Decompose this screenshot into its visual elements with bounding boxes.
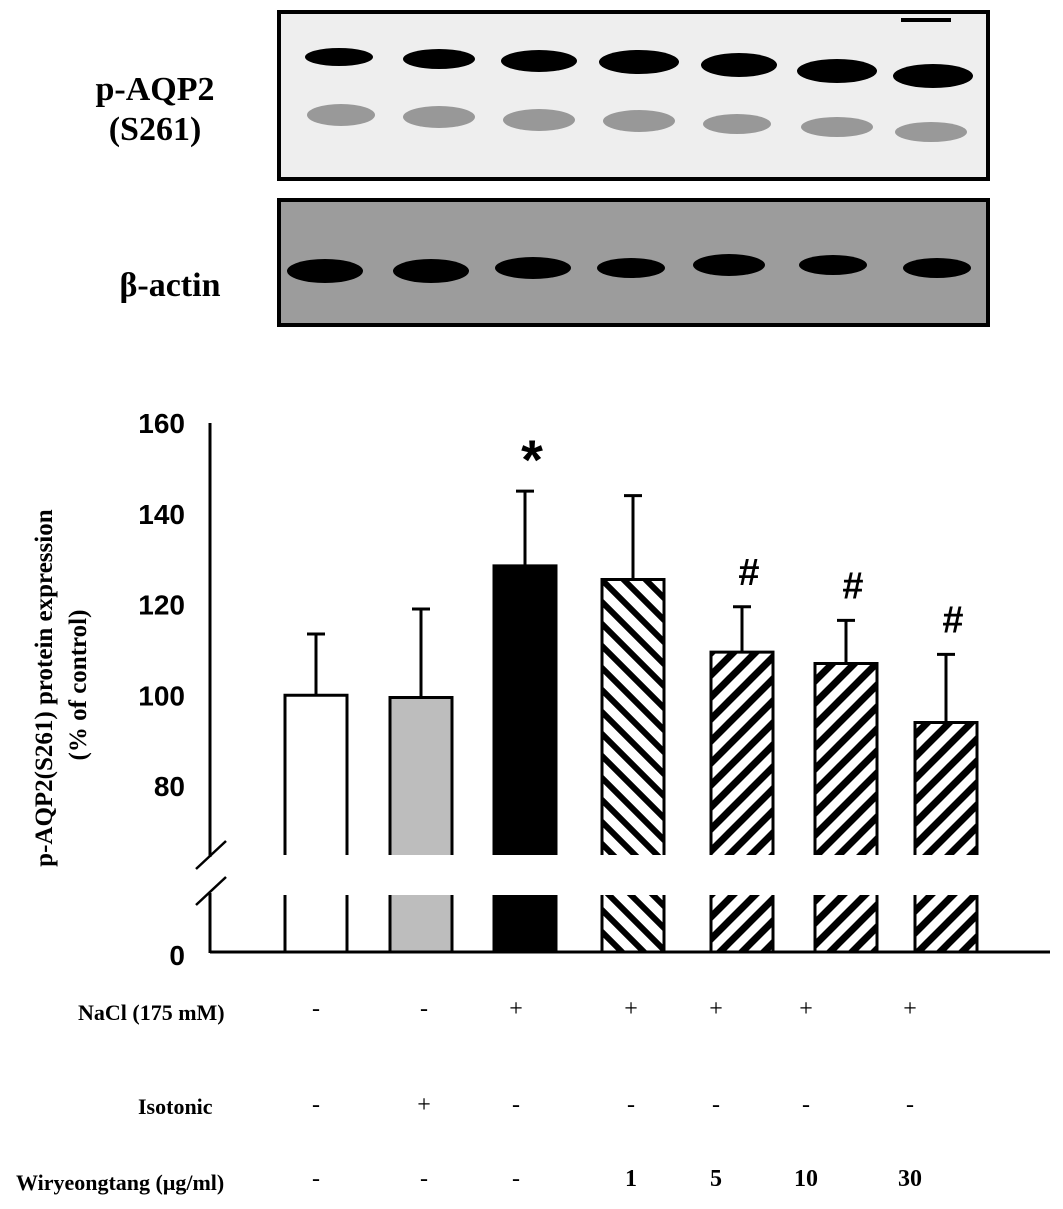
bar-outline — [709, 650, 775, 855]
bar-lower-segment — [915, 895, 977, 952]
y-tick-label: 160 — [138, 408, 185, 439]
y-axis-label-line2: (% of control) — [65, 610, 92, 761]
y-tick-label: 140 — [138, 499, 185, 530]
y-tick-label: 100 — [138, 680, 185, 711]
nacl-cell: + — [624, 996, 638, 1022]
y-tick-label: 80 — [154, 771, 185, 802]
blot-row1-label-line1: p-AQP2 — [95, 71, 215, 108]
blot-row1-label: p-AQP2 (S261) — [70, 70, 240, 150]
wiryeongtang-cell: 5 — [710, 1166, 722, 1192]
wiryeongtang-cell: - — [312, 1166, 320, 1192]
wiryeongtang-cell: 10 — [794, 1166, 818, 1192]
bar-outline — [600, 578, 666, 855]
bar — [602, 579, 664, 855]
significance-hash: # — [738, 552, 759, 594]
nacl-cell: + — [509, 996, 523, 1022]
chart-bars — [283, 564, 979, 952]
chart-axes — [195, 423, 1050, 954]
nacl-cell: - — [420, 996, 428, 1022]
axis-break-mark-upper — [195, 840, 227, 870]
bar — [711, 652, 773, 855]
bar-lower-segment — [285, 895, 347, 952]
wiryeongtang-cell: 30 — [898, 1166, 922, 1192]
significance-asterisk: * — [521, 428, 543, 491]
bar-lower-outline — [813, 895, 879, 952]
axis-break-mark-lower — [195, 876, 227, 906]
nacl-cell: - — [312, 996, 320, 1022]
bar-outline — [388, 696, 454, 855]
bar-lower-segment — [711, 895, 773, 952]
bar-lower-outline — [600, 895, 666, 952]
isotonic-cell: - — [627, 1092, 635, 1118]
isotonic-cell: - — [802, 1092, 810, 1118]
blot-row2-label: β-actin — [119, 267, 221, 304]
significance-markers: * # # # — [521, 428, 963, 641]
bar-lower-outline — [283, 895, 349, 952]
wiryeongtang-cell: - — [512, 1166, 520, 1192]
wiryeongtang-cell: 1 — [625, 1166, 637, 1192]
bar-lower-outline — [388, 895, 454, 952]
isotonic-cell: + — [417, 1092, 431, 1118]
bar — [494, 565, 556, 855]
nacl-cell: + — [903, 996, 917, 1022]
bar-lower-segment — [602, 895, 664, 952]
significance-hash: # — [842, 565, 863, 607]
bar-lower-segment — [494, 895, 556, 952]
bar — [390, 697, 452, 855]
isotonic-cell: - — [312, 1092, 320, 1118]
y-axis-label: p-AQP2(S261) protein expression (% of co… — [31, 503, 92, 867]
nacl-label: NaCl (175 mM) — [78, 1000, 225, 1025]
bar-lower-segment — [815, 895, 877, 952]
blot-panel-bactin-image — [287, 254, 971, 283]
blot-panel-paqp2 — [277, 10, 990, 181]
isotonic-label: Isotonic — [138, 1094, 213, 1119]
chart-ticks: 160 140 120 100 80 0 — [138, 408, 185, 971]
bar-lower-outline — [492, 895, 558, 952]
bar-chart: 160 140 120 100 80 0 * # # # p-AQP2(S261) protei… — [31, 408, 1050, 971]
blot-panel-bactin — [277, 198, 990, 327]
nacl-cell: + — [709, 996, 723, 1022]
bar — [815, 663, 877, 855]
bar-lower-segment — [390, 895, 452, 952]
wiryeongtang-label: Wiryeongtang (μg/ml) — [16, 1170, 225, 1195]
significance-hash: # — [942, 599, 963, 641]
wiryeongtang-cell: - — [420, 1166, 428, 1192]
bar-lower-outline — [709, 895, 775, 952]
isotonic-cell: - — [712, 1092, 720, 1118]
isotonic-cell: - — [906, 1092, 914, 1118]
y-tick-label: 120 — [138, 590, 185, 621]
bar — [285, 695, 347, 855]
bar-lower-outline — [913, 895, 979, 952]
bar — [915, 722, 977, 855]
y-axis-label-line1: p-AQP2(S261) protein expression — [31, 509, 58, 867]
chart-error-bars — [307, 489, 955, 723]
nacl-cell: + — [799, 996, 813, 1022]
blot-row1-label-line2: (S261) — [108, 111, 202, 148]
y-tick-label: 0 — [169, 940, 185, 971]
isotonic-cell: - — [512, 1092, 520, 1118]
blot-panel-paqp2-image — [305, 18, 973, 142]
